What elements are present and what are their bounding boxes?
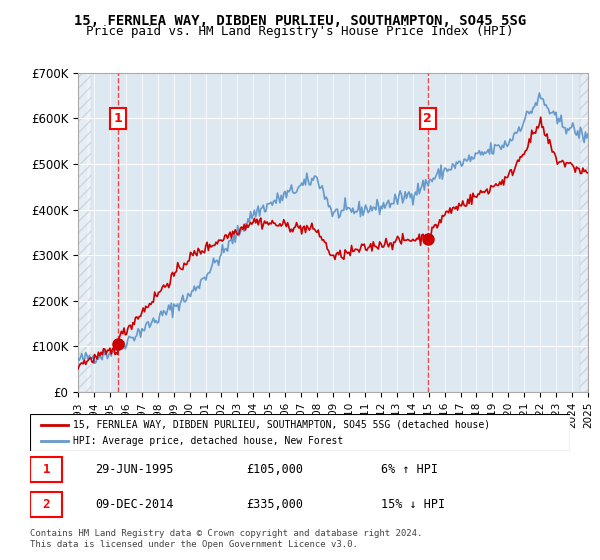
Text: Price paid vs. HM Land Registry's House Price Index (HPI): Price paid vs. HM Land Registry's House … <box>86 25 514 38</box>
Text: 2: 2 <box>423 112 432 125</box>
Text: 15% ↓ HPI: 15% ↓ HPI <box>381 498 445 511</box>
FancyBboxPatch shape <box>30 414 570 451</box>
FancyBboxPatch shape <box>30 492 62 516</box>
Text: HPI: Average price, detached house, New Forest: HPI: Average price, detached house, New … <box>73 436 343 446</box>
Text: 09-DEC-2014: 09-DEC-2014 <box>95 498 173 511</box>
Text: 2: 2 <box>43 498 50 511</box>
Text: 6% ↑ HPI: 6% ↑ HPI <box>381 463 438 476</box>
Text: 29-JUN-1995: 29-JUN-1995 <box>95 463 173 476</box>
FancyBboxPatch shape <box>30 457 62 482</box>
Text: 1: 1 <box>43 463 50 476</box>
Text: 1: 1 <box>113 112 122 125</box>
Text: £105,000: £105,000 <box>246 463 303 476</box>
Text: £335,000: £335,000 <box>246 498 303 511</box>
Text: 15, FERNLEA WAY, DIBDEN PURLIEU, SOUTHAMPTON, SO45 5SG (detached house): 15, FERNLEA WAY, DIBDEN PURLIEU, SOUTHAM… <box>73 419 490 430</box>
Text: Contains HM Land Registry data © Crown copyright and database right 2024.
This d: Contains HM Land Registry data © Crown c… <box>30 529 422 549</box>
Text: 15, FERNLEA WAY, DIBDEN PURLIEU, SOUTHAMPTON, SO45 5SG: 15, FERNLEA WAY, DIBDEN PURLIEU, SOUTHAM… <box>74 14 526 28</box>
